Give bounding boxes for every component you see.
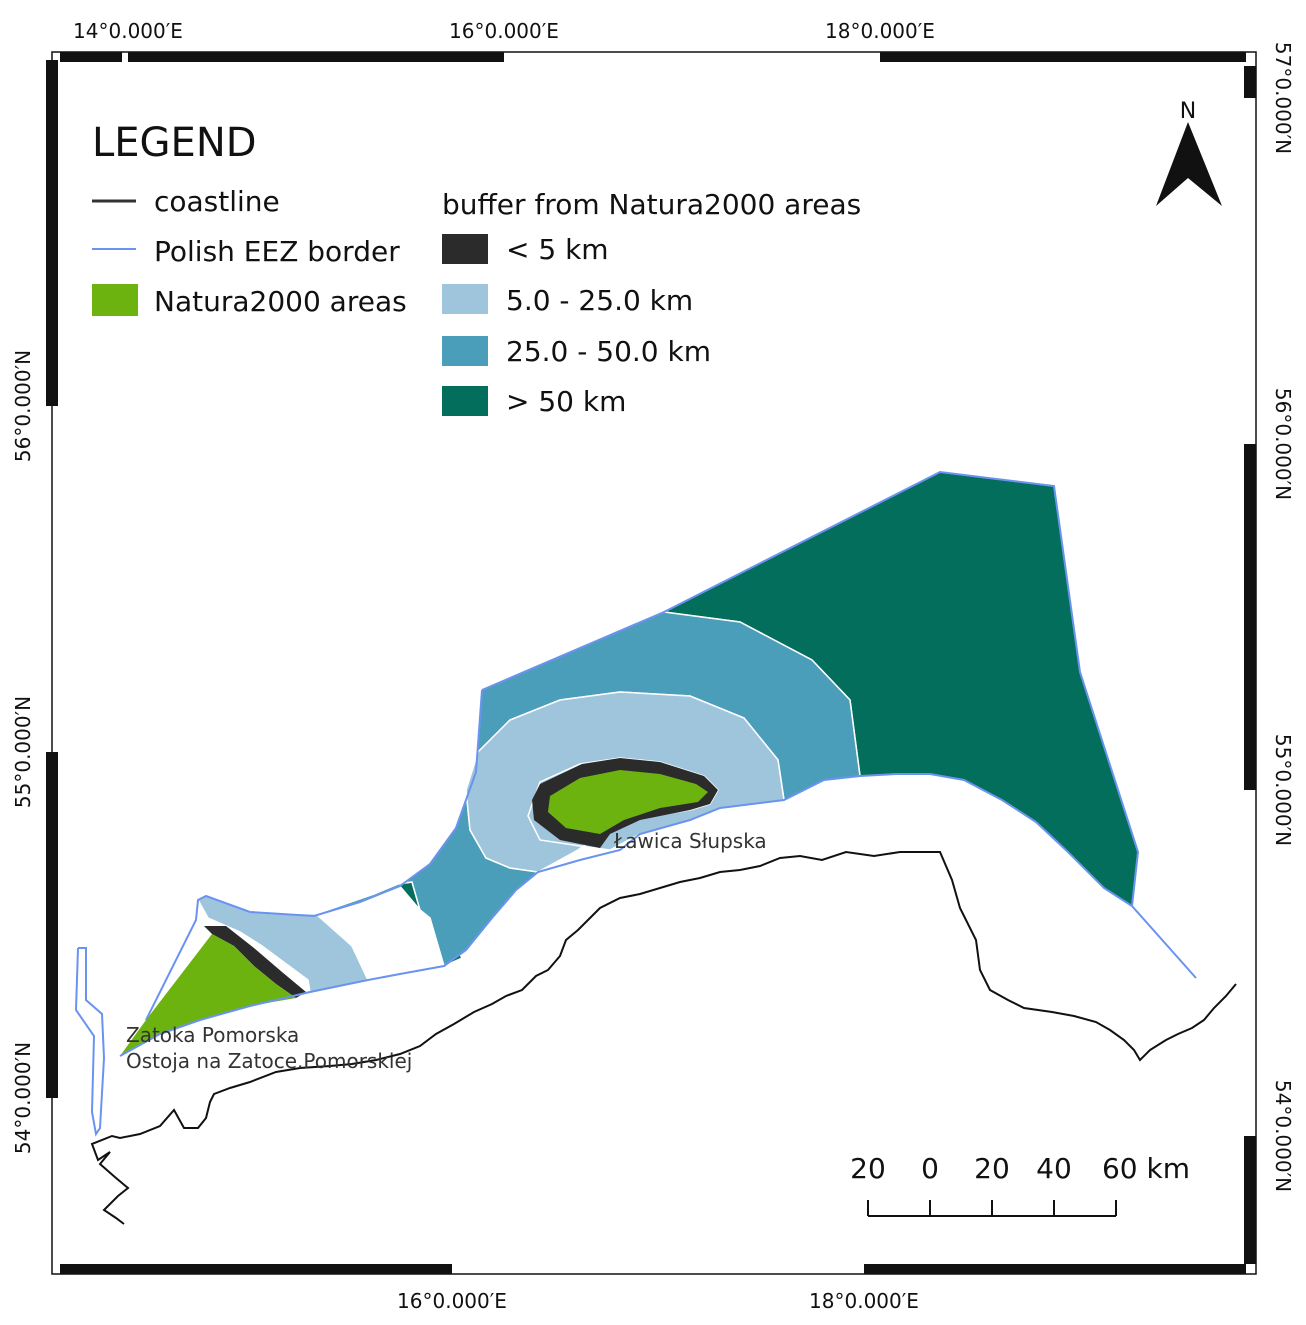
- scale-label-2: 20: [974, 1152, 1010, 1185]
- legend-item-natura: Natura2000 areas: [154, 285, 407, 318]
- lat-label-right-56: 56°0.000′N: [1271, 388, 1295, 500]
- legend-item-coastline: coastline: [154, 185, 280, 218]
- scale-label-0: 20: [850, 1152, 886, 1185]
- buffer-lt5-label: < 5 km: [506, 233, 609, 266]
- buffer-legend-title: buffer from Natura2000 areas: [442, 188, 861, 221]
- buffer-5-25-swatch: [442, 284, 488, 314]
- north-arrow: N: [1156, 99, 1222, 206]
- left-latitude-labels: 56°0.000′N 55°0.000′N 54°0.000′N: [11, 350, 35, 1154]
- lat-label-right-55: 55°0.000′N: [1271, 734, 1295, 846]
- bottom-longitude-labels: 16°0.000′E 18°0.000′E: [397, 1289, 919, 1313]
- natura-legend-symbol: [92, 284, 138, 316]
- buffer-5-25-label: 5.0 - 25.0 km: [506, 284, 693, 317]
- buffer-25-50-label: 25.0 - 50.0 km: [506, 335, 711, 368]
- legend-item-eez: Polish EEZ border: [154, 235, 400, 268]
- lat-label-left-55: 55°0.000′N: [11, 696, 35, 808]
- lon-label-top-16: 16°0.000′E: [449, 19, 559, 43]
- buffer-lt5-swatch: [442, 234, 488, 264]
- top-longitude-labels: 14°0.000′E 16°0.000′E 18°0.000′E: [73, 19, 935, 43]
- buffer-gt50-swatch: [442, 386, 488, 416]
- scale-bar: 20 0 20 40 60 km: [850, 1152, 1190, 1216]
- lat-label-left-56: 56°0.000′N: [11, 350, 35, 462]
- lon-label-bottom-16: 16°0.000′E: [397, 1289, 507, 1313]
- lon-label-bottom-18: 18°0.000′E: [809, 1289, 919, 1313]
- place-lawica-slupska: Ławica Słupska: [613, 829, 767, 853]
- scale-label-3: 40: [1036, 1152, 1072, 1185]
- lon-label-top-14: 14°0.000′E: [73, 19, 183, 43]
- buffer-gt50-label: > 50 km: [506, 385, 626, 418]
- north-arrow-label: N: [1180, 99, 1196, 124]
- legend-title: LEGEND: [92, 120, 257, 166]
- place-zatoka-pomorska: Zatoka Pomorska: [126, 1023, 299, 1047]
- scale-label-1: 0: [921, 1152, 939, 1185]
- scale-label-4: 60 km: [1102, 1152, 1190, 1185]
- place-ostoja: Ostoja na Zatoce.Pomorskiej: [126, 1049, 412, 1073]
- lon-label-top-18: 18°0.000′E: [825, 19, 935, 43]
- lat-label-right-54: 54°0.000′N: [1271, 1080, 1295, 1192]
- lat-label-right-57: 57°0.000′N: [1271, 42, 1295, 154]
- north-arrow-icon: [1156, 122, 1222, 206]
- right-latitude-labels: 57°0.000′N 56°0.000′N 55°0.000′N 54°0.00…: [1271, 42, 1295, 1192]
- legend: LEGEND coastline Polish EEZ border Natur…: [92, 120, 861, 418]
- lat-label-left-54: 54°0.000′N: [11, 1042, 35, 1154]
- buffer-25-50-swatch: [442, 336, 488, 366]
